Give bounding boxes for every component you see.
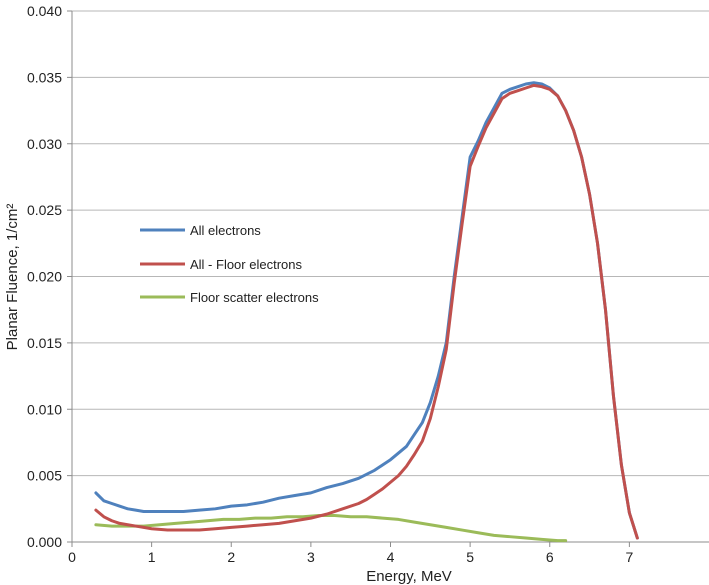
legend-label: Floor scatter electrons xyxy=(190,290,319,305)
y-tick-label: 0.040 xyxy=(27,3,62,19)
x-tick-label: 6 xyxy=(546,549,554,565)
axes xyxy=(67,10,709,547)
legend-label: All electrons xyxy=(190,223,261,238)
x-tick-label: 3 xyxy=(307,549,315,565)
x-tick-label: 2 xyxy=(227,549,235,565)
x-tick-label: 7 xyxy=(625,549,633,565)
grid-lines xyxy=(72,10,709,543)
y-tick-label: 0.000 xyxy=(27,534,62,550)
y-tick-label: 0.025 xyxy=(27,202,62,218)
x-tick-label: 0 xyxy=(68,549,76,565)
x-tick-label: 5 xyxy=(466,549,474,565)
y-tick-labels: 0.000 0.005 0.010 0.015 0.020 0.025 0.030 0.035… xyxy=(27,3,62,550)
legend: All electrons All - Floor electrons Floor … xyxy=(140,223,319,305)
legend-label: All - Floor electrons xyxy=(190,257,302,272)
series-line-floor-scatter-electrons xyxy=(94,513,568,543)
y-axis-title: Planar Fluence, 1/cm² xyxy=(4,204,21,351)
x-tick-label: 4 xyxy=(387,549,395,565)
y-tick-label: 0.030 xyxy=(27,136,62,152)
series-line-all-floor-electrons xyxy=(94,83,639,540)
x-axis-title: Energy, MeV xyxy=(366,568,452,585)
y-tick-label: 0.035 xyxy=(27,69,62,85)
series-lines xyxy=(94,81,639,543)
y-tick-label: 0.015 xyxy=(27,335,62,351)
series-line-all-electrons xyxy=(94,81,639,540)
y-tick-label: 0.010 xyxy=(27,401,62,417)
x-tick-label: 1 xyxy=(148,549,156,565)
x-tick-labels: 0 1 2 3 4 5 6 7 xyxy=(68,549,633,565)
y-tick-label: 0.020 xyxy=(27,269,62,285)
y-tick-label: 0.005 xyxy=(27,468,62,484)
